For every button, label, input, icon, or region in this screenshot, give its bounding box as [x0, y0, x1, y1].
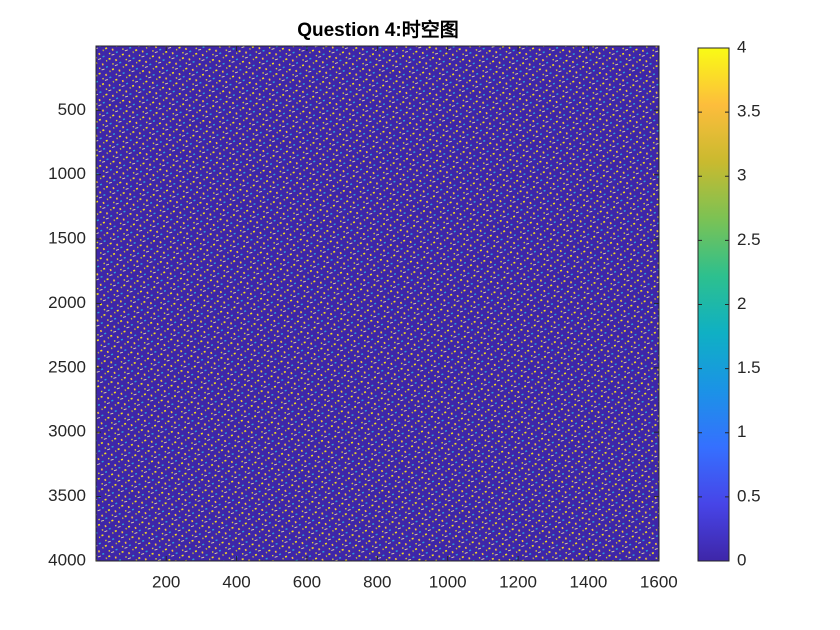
x-tick-label: 200	[152, 572, 180, 591]
x-tick-label: 1600	[640, 572, 678, 591]
colorbar-tick-label: 1.5	[737, 358, 761, 377]
colorbar-tick-label: 4	[737, 37, 746, 56]
y-tick-label: 1500	[48, 229, 86, 248]
colorbar-tick-label: 2.5	[737, 230, 761, 249]
chart-title: Question 4:时空图	[297, 18, 459, 41]
y-tick-label: 500	[58, 100, 86, 119]
colorbar-tick-label: 2	[737, 294, 746, 313]
colorbar	[697, 47, 730, 562]
colorbar-tick-label: 3	[737, 166, 746, 185]
x-tick-label: 1000	[429, 572, 467, 591]
x-tick-label: 1200	[499, 572, 537, 591]
colorbar-tick-label: 0.5	[737, 486, 761, 505]
y-tick-label: 3000	[48, 422, 86, 441]
colorbar-tick-label: 0	[737, 550, 746, 569]
colorbar-tick-label: 3.5	[737, 102, 761, 121]
x-tick-label: 400	[222, 572, 250, 591]
y-tick-label: 2500	[48, 357, 86, 376]
y-tick-label: 4000	[48, 550, 86, 569]
colorbar-tick-label: 1	[737, 422, 746, 441]
x-tick-label: 800	[363, 572, 391, 591]
y-tick-label: 3500	[48, 486, 86, 505]
x-tick-label: 1400	[570, 572, 608, 591]
heatmap-texture	[96, 46, 659, 561]
x-tick-label: 600	[293, 572, 321, 591]
y-tick-label: 1000	[48, 164, 86, 183]
y-tick-label: 2000	[48, 293, 86, 312]
